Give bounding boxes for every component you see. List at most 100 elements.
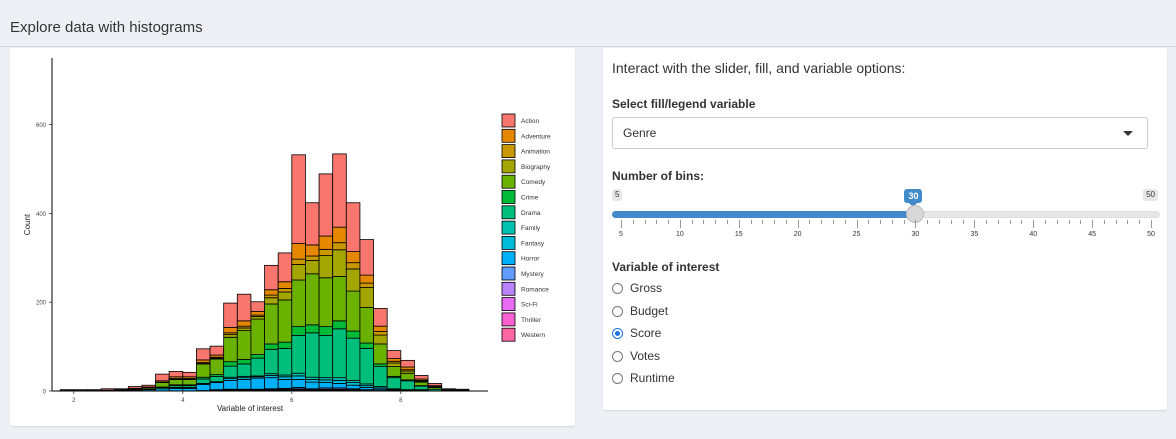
histogram-bar (236, 379, 252, 390)
slider-tick (656, 220, 658, 224)
histogram-bar (264, 289, 279, 296)
slider-tick (679, 220, 681, 228)
radio-button[interactable] (612, 328, 623, 339)
legend-label: Fantasy (521, 240, 545, 247)
legend-swatch (501, 205, 516, 220)
histogram-bar (305, 381, 320, 390)
slider-tick (1068, 220, 1070, 224)
histogram-bar (305, 260, 320, 275)
histogram-bar (264, 264, 279, 291)
slider-tick (738, 220, 740, 228)
y-tick-label: 600 (36, 123, 47, 129)
slider-tick (762, 220, 764, 224)
histogram-bar (264, 297, 279, 305)
histogram-bar (291, 335, 306, 374)
slider-tick-label: 25 (852, 231, 861, 238)
slider-tick (750, 220, 752, 224)
histogram-bar (332, 328, 347, 379)
histogram-bar (73, 389, 88, 391)
histogram-bar (318, 248, 334, 256)
histogram-bar (291, 279, 306, 328)
slider-tick (962, 220, 964, 224)
histogram-bar (305, 273, 320, 326)
slider-tick (703, 220, 705, 224)
histogram-bar (127, 386, 143, 389)
slider-tick (856, 220, 858, 228)
histogram-bar (345, 337, 361, 381)
histogram-bar (291, 264, 306, 281)
slider-tick (1092, 220, 1094, 228)
histogram-bar (318, 277, 334, 328)
histogram-bar (359, 239, 374, 276)
slider-tick (939, 220, 940, 224)
histogram-bar (209, 345, 225, 356)
histogram-bar (332, 320, 347, 330)
histogram-bar (168, 379, 184, 386)
slider-tick (950, 220, 952, 224)
legend-swatch (501, 159, 516, 174)
histogram-bar (359, 274, 374, 284)
histogram-bar (373, 334, 388, 345)
radio-button[interactable] (612, 305, 623, 317)
histogram-bar (250, 377, 265, 390)
histogram-bar (345, 384, 361, 390)
slider-tick (833, 220, 834, 224)
histogram-bar (236, 359, 252, 365)
histogram-bar (345, 268, 361, 292)
histogram-bar (359, 282, 374, 288)
histogram-bar (236, 320, 252, 327)
y-tick-label: 200 (36, 301, 47, 307)
histogram-bar (277, 347, 293, 376)
histogram-bar (250, 357, 265, 377)
legend-swatch (501, 190, 516, 204)
histogram-bar (332, 226, 347, 244)
slider-tick (891, 220, 893, 224)
histogram-bar (291, 375, 306, 380)
histogram-bar (223, 302, 238, 328)
histogram-bar (305, 324, 320, 334)
bins-slider[interactable]: 5 50 30 5 10 15 20 25 30 35 40 45 50 (612, 188, 1160, 248)
radio-label: Votes (630, 348, 661, 363)
histogram-bar (223, 361, 238, 367)
slider-tick-label: 40 (1029, 231, 1038, 238)
histogram-bar (291, 258, 306, 265)
histogram-bar (359, 307, 374, 344)
histogram-bar (414, 385, 429, 391)
x-tick-label: 2 (72, 398, 76, 404)
histogram-bar (264, 377, 279, 390)
legend-label: Animation (521, 149, 550, 156)
radio-label: Score (630, 326, 662, 340)
slider-tick (915, 220, 917, 228)
radio-button[interactable] (612, 283, 623, 294)
histogram-bar (373, 343, 388, 365)
histogram-bar (223, 336, 238, 363)
fill-select-value: Genre (623, 126, 657, 140)
radio-button[interactable] (612, 373, 623, 384)
histogram-bar (318, 173, 334, 237)
histogram-bar (168, 371, 184, 378)
slider-value-label: 30 (904, 189, 923, 207)
histogram-bar (264, 303, 279, 345)
radio-button[interactable] (612, 350, 623, 362)
y-tick-label: 0 (43, 390, 47, 396)
slider-tick (1080, 220, 1082, 224)
fill-select-label: Select fill/legend variable (612, 97, 756, 111)
histogram-bar (332, 249, 347, 277)
slider-tick (997, 220, 999, 224)
slider-min-label: 5 (612, 189, 623, 201)
histogram-bar (277, 299, 293, 343)
slider-tick (1033, 220, 1035, 228)
histogram-bar (250, 311, 265, 316)
histogram-bar (236, 293, 252, 322)
slider-tick (621, 220, 622, 228)
histogram-bar (373, 331, 388, 336)
slider-tick-label: 5 (619, 231, 623, 238)
histogram-bar (196, 348, 211, 361)
histogram-bar (318, 326, 334, 336)
fill-select[interactable]: Genre (612, 117, 1148, 149)
legend-label: Sci-Fi (521, 302, 538, 309)
histogram-bar (332, 383, 347, 389)
legend-swatch (501, 251, 516, 266)
histogram-bar (441, 388, 456, 391)
radio-label: Gross (630, 281, 663, 295)
